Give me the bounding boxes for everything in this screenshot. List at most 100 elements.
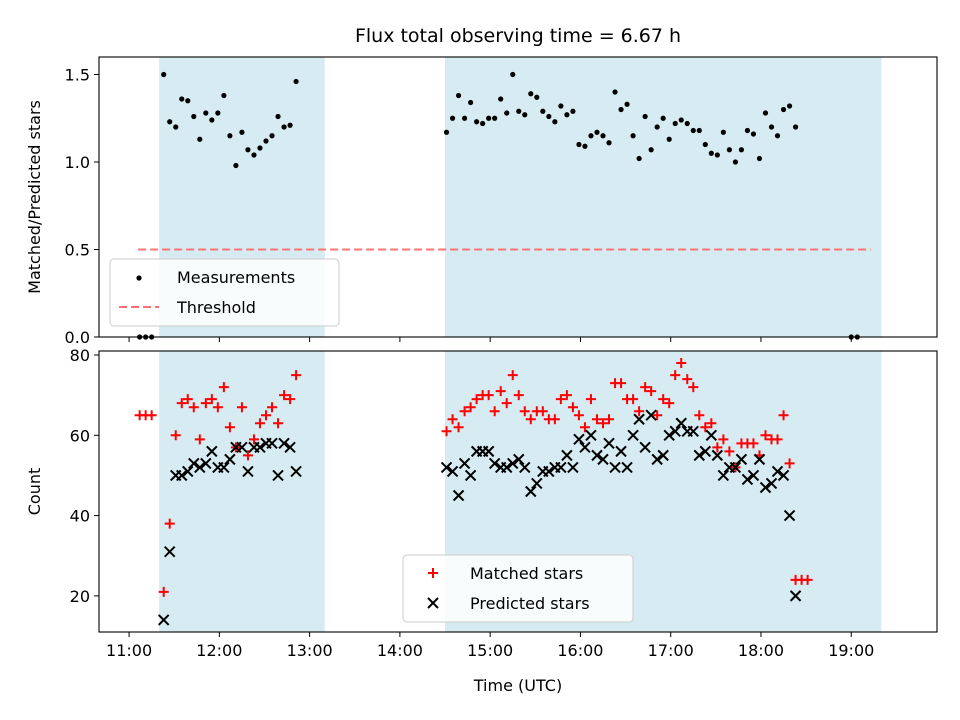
data-point: [185, 98, 191, 104]
data-point: [188, 457, 200, 470]
data-point: [687, 425, 699, 437]
series-measurements: [137, 71, 860, 340]
data-point: [176, 469, 188, 482]
data-point: [705, 429, 718, 442]
data-point: [157, 614, 170, 626]
data-point: [615, 445, 627, 458]
data-point: [753, 453, 766, 466]
data-point: [682, 374, 693, 385]
data-point: [630, 133, 636, 139]
series-matched-stars: [134, 358, 813, 597]
data-point: [700, 422, 711, 433]
data-point: [254, 441, 266, 454]
data-point: [455, 92, 462, 99]
data-point: [504, 110, 510, 116]
data-point: [621, 461, 633, 474]
data-point: [579, 422, 590, 433]
data-point: [729, 461, 742, 474]
data-point: [173, 124, 179, 130]
data-point: [748, 438, 759, 449]
data-point: [206, 445, 218, 458]
data-point: [293, 78, 299, 85]
data-point: [482, 445, 495, 458]
x-tick-label: 18:00: [738, 641, 784, 660]
data-point: [756, 155, 763, 162]
data-point: [585, 429, 597, 442]
data-point: [284, 441, 296, 454]
data-point: [537, 406, 548, 417]
data-point: [182, 394, 193, 405]
data-point: [780, 106, 787, 113]
data-point: [726, 147, 732, 153]
data-point: [552, 119, 558, 125]
plot-frame: [98, 350, 938, 633]
y-tick-label: 1.0: [65, 153, 90, 172]
x-tick-label: 11:00: [106, 641, 152, 660]
data-point: [179, 96, 185, 102]
data-point: [684, 120, 690, 127]
data-point: [522, 112, 528, 118]
data-point: [206, 394, 217, 405]
data-point: [200, 398, 211, 409]
data-point: [618, 106, 624, 113]
data-point: [657, 449, 669, 462]
data-point: [609, 461, 621, 474]
data-point: [688, 382, 699, 393]
x-tick-label: 17:00: [648, 641, 694, 660]
data-point: [461, 115, 468, 121]
data-point: [600, 133, 606, 139]
series-predicted-stars: [157, 409, 802, 626]
data-point: [654, 124, 660, 130]
data-point: [519, 406, 530, 417]
data-point: [440, 461, 453, 474]
data-point: [585, 394, 596, 405]
legend-marker: [428, 568, 438, 578]
y-tick-label: 20: [70, 587, 90, 606]
data-point: [558, 103, 564, 109]
data-point: [711, 449, 724, 462]
x-tick-label: 15:00: [467, 641, 513, 660]
data-point: [519, 461, 531, 474]
y-tick-label: 1.5: [65, 66, 90, 85]
legend: Measurements Threshold: [109, 258, 340, 327]
data-point: [633, 413, 645, 425]
data-point: [200, 457, 212, 470]
data-point: [717, 469, 730, 482]
data-point: [735, 453, 748, 466]
data-point: [720, 129, 726, 135]
data-point: [507, 370, 518, 381]
x-tick-label: 16:00: [557, 641, 603, 660]
data-point: [712, 442, 723, 453]
data-point: [480, 120, 486, 127]
data-point: [714, 152, 720, 158]
data-point: [699, 445, 712, 458]
data-point: [694, 410, 705, 421]
data-point: [765, 477, 778, 490]
data-point: [227, 133, 233, 139]
y-axis-label: Matched/Predicted stars: [25, 100, 44, 294]
data-point: [290, 465, 302, 478]
data-point: [245, 147, 251, 153]
data-point: [772, 434, 783, 445]
data-point: [248, 434, 259, 445]
data-point: [802, 574, 813, 585]
data-point: [224, 422, 235, 433]
data-point: [167, 119, 173, 125]
data-point: [658, 394, 669, 405]
data-point: [706, 418, 717, 429]
data-point: [215, 110, 221, 116]
data-point: [741, 473, 754, 486]
data-point: [652, 410, 663, 421]
data-point: [221, 92, 227, 99]
data-point: [576, 141, 582, 148]
data-point: [598, 418, 609, 429]
data-point: [501, 398, 512, 409]
data-point: [604, 414, 615, 425]
data-point: [453, 422, 464, 433]
data-point: [251, 152, 257, 158]
data-point: [510, 71, 516, 78]
data-point: [708, 150, 714, 156]
legend-label: Threshold: [176, 298, 256, 317]
data-point: [269, 133, 275, 139]
data-point: [573, 410, 584, 421]
